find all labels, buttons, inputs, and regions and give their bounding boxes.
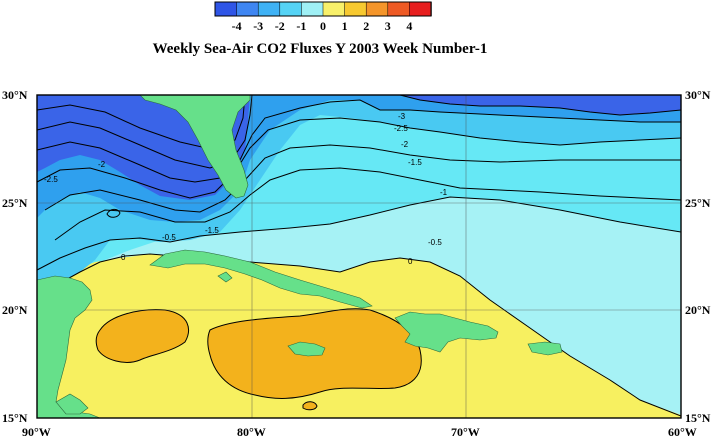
latitude-labels-left: 30°N 25°N 20°N 15°N xyxy=(2,88,28,425)
contour-line xyxy=(37,95,246,151)
contour-line xyxy=(44,144,681,213)
land-florida xyxy=(139,95,251,199)
land-cuba xyxy=(149,249,373,309)
land-honduras-coast xyxy=(55,393,89,415)
lon-label: 80°W xyxy=(237,425,266,439)
colorbar-cell xyxy=(279,1,303,17)
ocean-orange-west-blob xyxy=(96,309,189,363)
colorbar-frame xyxy=(214,1,432,17)
colorbar-cell xyxy=(322,1,346,17)
contour-line xyxy=(207,308,422,399)
contour-line xyxy=(399,95,681,116)
contour-lines xyxy=(37,95,681,417)
contour-label: -3 xyxy=(398,112,406,121)
colorbar-cells xyxy=(214,1,432,17)
land-isla-juventud xyxy=(217,271,233,283)
colorbar-cell xyxy=(344,1,367,17)
ocean-deep-blue-band xyxy=(37,95,681,115)
lat-label: 25°N xyxy=(2,196,28,210)
contour-label: -1.5 xyxy=(408,158,422,167)
colorbar-cell xyxy=(301,1,324,17)
contour-label: -2 xyxy=(401,140,409,149)
contour-line xyxy=(37,99,681,183)
lon-label: 60°W xyxy=(668,425,697,439)
longitude-labels: 90°W 80°W 70°W 60°W xyxy=(22,425,697,439)
colorbar-tick-label: -1 xyxy=(296,19,306,33)
lat-label: 20°N xyxy=(2,303,28,317)
contour-line xyxy=(37,196,681,271)
map-frame xyxy=(36,94,682,419)
contour-label: -2.5 xyxy=(44,175,58,184)
contour-label: -1.5 xyxy=(205,226,219,235)
contour-label: 0 xyxy=(408,257,413,266)
contour-labels: -3 -2.5 -2 -1.5 -1 -0.5 0 -2 -2.5 -1.5 -… xyxy=(44,112,448,266)
colorbar-cell xyxy=(387,1,411,17)
contour-label: -0.5 xyxy=(162,233,176,242)
contour-line xyxy=(54,167,681,241)
lat-label: 20°N xyxy=(685,303,711,317)
colorbar-cell xyxy=(409,1,432,17)
land-jamaica xyxy=(287,341,326,357)
colorbar-tick-label: 1 xyxy=(342,19,348,33)
land-yucatan-central-america xyxy=(37,275,101,418)
contour-line xyxy=(37,95,253,169)
colorbar-cell xyxy=(257,1,281,17)
map-panel: -3 -2.5 -2 -1.5 -1 -0.5 0 -2 -2.5 -1.5 -… xyxy=(2,88,711,439)
contour-label: -2.5 xyxy=(394,124,408,133)
contour-label: -1 xyxy=(440,188,448,197)
lat-label: 15°N xyxy=(685,411,711,425)
colorbar-tick-label: 3 xyxy=(385,19,391,33)
colorbar-cell xyxy=(365,1,389,17)
contour-label: -0.5 xyxy=(428,238,442,247)
land-puerto-rico xyxy=(527,341,563,356)
ocean-orange-south-dot xyxy=(303,401,317,410)
contour-line xyxy=(106,208,121,218)
colorbar-tick-label: -4 xyxy=(232,19,242,33)
lon-label: 70°W xyxy=(451,425,480,439)
colorbar-tick-label: -3 xyxy=(253,19,263,33)
latitude-labels-right: 30°N 25°N 20°N 15°N xyxy=(685,88,711,425)
contour-line xyxy=(302,401,318,411)
colorbar: -4 -3 -2 -1 0 1 2 3 4 xyxy=(214,1,432,33)
graticule xyxy=(37,95,681,418)
colorbar-tick-label: 2 xyxy=(363,19,369,33)
map-title: Weekly Sea-Air CO2 Fluxes Y 2003 Week Nu… xyxy=(153,41,488,57)
colorbar-tick-label: 0 xyxy=(320,19,326,33)
land-masses xyxy=(37,95,563,418)
colorbar-tick-label: 4 xyxy=(406,19,412,33)
land-hispaniola xyxy=(394,311,499,353)
colorbar-cell xyxy=(214,1,238,17)
contour-label: 0 xyxy=(121,253,126,262)
contour-line xyxy=(37,117,681,199)
contour-label: -2 xyxy=(98,160,106,169)
lat-label: 30°N xyxy=(685,88,711,102)
lat-label: 25°N xyxy=(685,196,711,210)
colorbar-cell xyxy=(236,1,259,17)
lat-label: 30°N xyxy=(2,88,28,102)
lat-label: 15°N xyxy=(2,411,28,425)
lon-label: 90°W xyxy=(22,425,51,439)
colorbar-ticks: -4 -3 -2 -1 0 1 2 3 4 xyxy=(232,19,413,33)
contour-line xyxy=(37,253,681,417)
colorbar-tick-label: -2 xyxy=(275,19,285,33)
